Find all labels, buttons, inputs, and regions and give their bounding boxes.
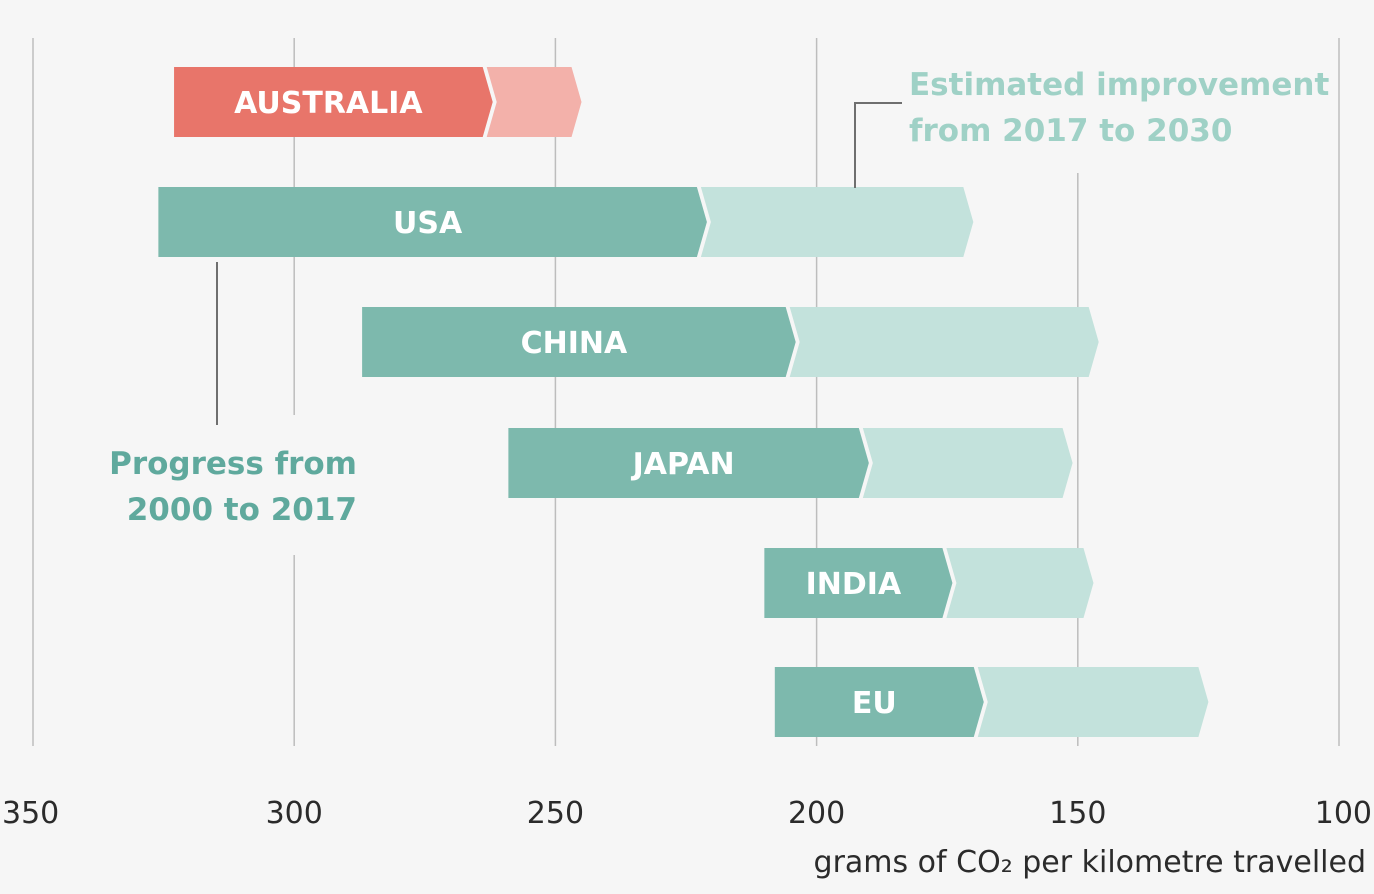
annotation-progress-line-1: Progress from (109, 446, 357, 482)
bar-row-china: CHINA (362, 307, 1099, 377)
bar-row-japan: JAPAN (508, 428, 1073, 498)
bar-estimated-india (946, 548, 1094, 618)
bar-label-usa: USA (393, 206, 463, 241)
bar-progress-australia (174, 67, 493, 137)
bar-label-eu: EU (852, 686, 897, 721)
bar-estimated-usa (700, 187, 974, 257)
bar-row-india: INDIA (764, 548, 1094, 618)
bars: AUSTRALIA USA CHINA JAPAN INDIA EU (158, 67, 1209, 737)
x-axis-ticks: 350 300 250 200 150 100 (2, 796, 1372, 831)
bar-progress-india (764, 548, 953, 618)
annotation-estimated-line-2: from 2017 to 2030 (909, 113, 1232, 149)
bar-progress-japan (508, 428, 869, 498)
bar-progress-china (362, 307, 796, 377)
bar-label-india: INDIA (806, 567, 902, 602)
bar-progress-usa (158, 187, 707, 257)
annotation-estimated: Estimated improvement from 2017 to 2030 (854, 67, 1329, 188)
bar-label-japan: JAPAN (631, 447, 735, 482)
bar-row-eu: EU (774, 667, 1209, 737)
bar-estimated-australia (486, 67, 582, 137)
x-tick-label-250: 250 (527, 796, 584, 831)
annotation-estimated-line-1: Estimated improvement (909, 67, 1329, 103)
bar-row-usa: USA (158, 187, 974, 257)
bar-estimated-china (789, 307, 1099, 377)
x-tick-label-100: 100 (1315, 796, 1372, 831)
bar-label-australia: AUSTRALIA (234, 86, 423, 121)
bar-label-china: CHINA (521, 326, 628, 361)
bar-row-australia: AUSTRALIA (174, 67, 582, 137)
x-tick-label-150: 150 (1049, 796, 1106, 831)
x-axis-label: grams of CO₂ per kilometre travelled (814, 845, 1366, 880)
annotation-progress: Progress from 2000 to 2017 (109, 262, 357, 528)
bar-progress-eu (774, 667, 984, 737)
x-tick-label-300: 300 (266, 796, 323, 831)
annotation-estimated-leader (854, 102, 902, 188)
annotation-progress-line-2: 2000 to 2017 (127, 492, 357, 528)
x-tick-label-200: 200 (788, 796, 845, 831)
x-tick-label-350: 350 (2, 796, 59, 831)
bar-estimated-japan (862, 428, 1073, 498)
bar-estimated-eu (977, 667, 1209, 737)
